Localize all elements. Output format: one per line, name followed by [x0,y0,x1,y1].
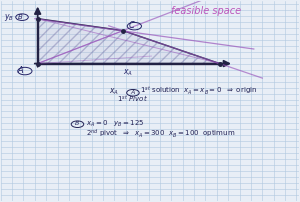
Text: A: A [131,90,135,95]
Text: $x_A$: $x_A$ [109,86,119,97]
Text: $x_A$: $x_A$ [123,67,133,78]
Text: A: A [18,66,23,75]
Text: $x_A = 0$   $y_B = 125$: $x_A = 0$ $y_B = 125$ [86,119,145,129]
Text: B: B [75,121,80,126]
Text: $1^{st}$ Pivot: $1^{st}$ Pivot [117,94,148,104]
Text: $y_B$: $y_B$ [4,12,14,23]
Polygon shape [38,19,220,64]
Text: C: C [129,21,134,30]
Text: $2^{nd}$ pivot  $\Rightarrow$  $x_A = 300$  $x_B = 100$  optimum: $2^{nd}$ pivot $\Rightarrow$ $x_A = 300$… [86,127,235,140]
Text: B: B [18,14,22,20]
Text: $1^{st}$ solution  $x_A = x_B = 0$  $\Rightarrow$ origin: $1^{st}$ solution $x_A = x_B = 0$ $\Righ… [140,85,257,97]
Text: feasible space: feasible space [171,6,242,16]
